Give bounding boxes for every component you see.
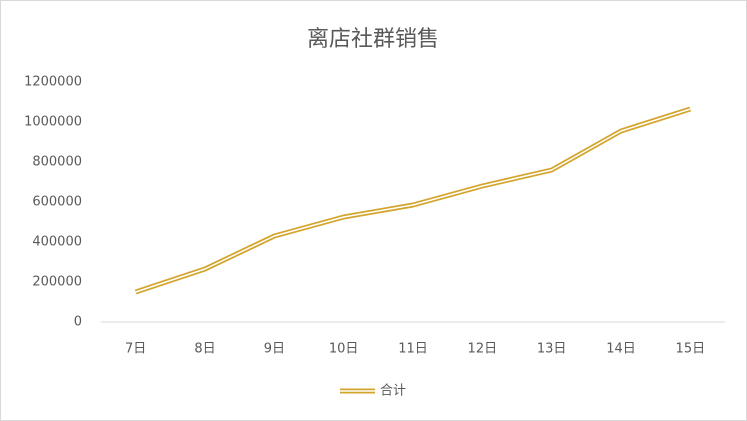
x-tick-label: 9日 — [264, 342, 285, 357]
y-tick-label: 600000 — [32, 195, 82, 210]
x-tick-label: 11日 — [398, 342, 428, 357]
y-tick-label: 1000000 — [24, 115, 82, 130]
x-tick-label: 8日 — [194, 342, 215, 357]
x-tick-label: 12日 — [468, 342, 498, 357]
chart-title: 离店社群销售 — [307, 27, 439, 52]
x-tick-label: 14日 — [606, 342, 636, 357]
series-line-inner — [135, 108, 691, 293]
legend-label: 合计 — [380, 384, 406, 399]
y-tick-label: 200000 — [32, 275, 82, 290]
y-tick-label: 0 — [74, 315, 82, 330]
y-tick-label: 1200000 — [24, 75, 82, 90]
y-tick-label: 400000 — [32, 235, 82, 250]
x-tick-label: 10日 — [329, 342, 359, 357]
y-tick-label: 800000 — [32, 155, 82, 170]
x-tick-label: 7日 — [125, 342, 146, 357]
x-tick-label: 13日 — [537, 342, 567, 357]
x-tick-label: 15日 — [676, 342, 706, 357]
